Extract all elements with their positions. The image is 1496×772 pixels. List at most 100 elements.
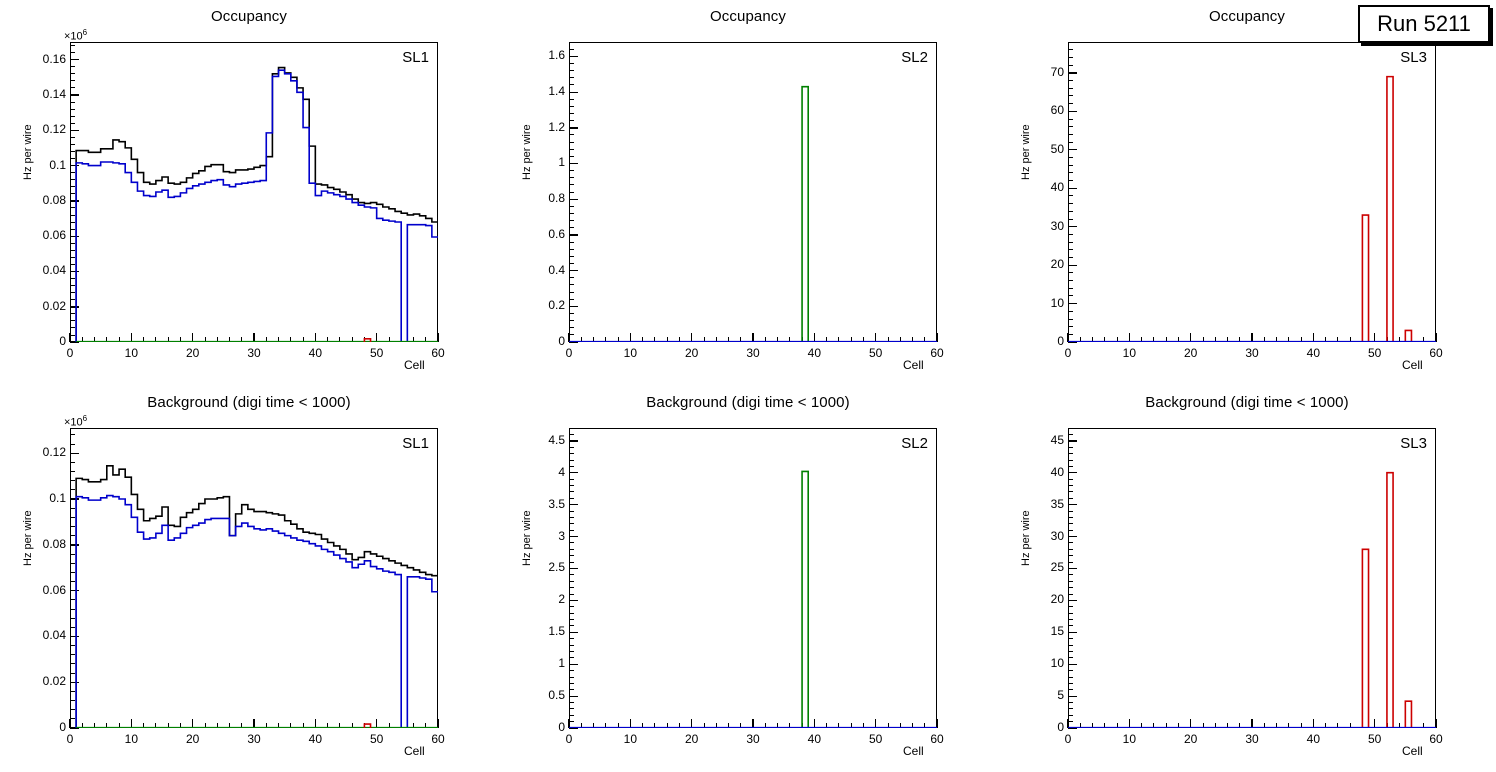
x-axis-title: Cell bbox=[903, 744, 924, 758]
x-tick-label: 20 bbox=[185, 732, 200, 746]
y-exponent: ×106 bbox=[64, 28, 88, 43]
x-tick-label: 50 bbox=[1367, 732, 1382, 746]
x-tick-label: 40 bbox=[807, 346, 821, 360]
y-tick-label: 0.1 bbox=[49, 490, 66, 505]
y-tick-label: 5 bbox=[1057, 688, 1064, 703]
panel-title: Background (digi time < 1000) bbox=[147, 394, 351, 411]
x-tick-label: 0 bbox=[1064, 346, 1072, 360]
y-tick-label: 0 bbox=[558, 720, 565, 734]
panel-bkg-sl3[interactable]: Background (digi time < 1000) Hz per wir… bbox=[998, 386, 1496, 772]
y-tick-label: 0.14 bbox=[42, 86, 66, 101]
y-axis-title: Hz per wire bbox=[521, 124, 533, 180]
x-tick-label: 0 bbox=[66, 732, 74, 746]
x-tick-label: 20 bbox=[1183, 346, 1198, 360]
panel-occ-sl2[interactable]: Occupancy Hz per wire SL2 0 0.2 0.4 0.6 0.8 1… bbox=[499, 0, 997, 386]
sl-annotation: SL1 bbox=[402, 435, 429, 452]
plot-frame: SL1 bbox=[70, 42, 438, 342]
panel-title: Background (digi time < 1000) bbox=[646, 394, 850, 411]
x-axis-title: Cell bbox=[1402, 358, 1423, 372]
x-tick-label: 20 bbox=[684, 346, 699, 360]
plot-frame: SL1 bbox=[70, 428, 438, 728]
x-tick-label: 20 bbox=[185, 346, 200, 360]
y-tick-label: 0.02 bbox=[42, 674, 66, 689]
y-axis-title: Hz per wire bbox=[1020, 124, 1032, 180]
sl-annotation: SL3 bbox=[1400, 49, 1427, 66]
y-tick-label: 35 bbox=[1050, 496, 1064, 511]
x-tick-label: 30 bbox=[1245, 732, 1259, 746]
x-tick-label: 50 bbox=[1367, 346, 1382, 360]
y-tick-label: 0.06 bbox=[42, 582, 66, 597]
y-tick-label: 0.16 bbox=[42, 51, 66, 66]
y-tick-label: 4.5 bbox=[548, 432, 565, 447]
y-exponent: ×106 bbox=[64, 414, 88, 429]
panel-title: Occupancy bbox=[1209, 8, 1285, 25]
plot-frame: SL2 bbox=[569, 428, 937, 728]
x-axis-title: Cell bbox=[404, 744, 425, 758]
y-tick-label: 2 bbox=[558, 592, 565, 607]
y-tick-label: 3.5 bbox=[548, 496, 565, 511]
y-tick-label: 0 bbox=[59, 334, 66, 348]
x-tick-label: 10 bbox=[623, 732, 637, 746]
y-tick-label: 0.06 bbox=[42, 228, 66, 243]
panel-bkg-sl2[interactable]: Background (digi time < 1000) Hz per wir… bbox=[499, 386, 997, 772]
x-tick-label: 30 bbox=[247, 346, 261, 360]
y-tick-label: 0 bbox=[1057, 720, 1064, 734]
panel-occ-sl3[interactable]: Occupancy Hz per wire SL3 0 10 20 30 40 50 60 7… bbox=[998, 0, 1496, 386]
y-tick-label: 0.4 bbox=[548, 262, 565, 277]
x-tick-label: 0 bbox=[66, 346, 74, 360]
y-tick-label: 0.04 bbox=[42, 263, 66, 278]
sl-annotation: SL1 bbox=[402, 49, 429, 66]
panel-title: Background (digi time < 1000) bbox=[1145, 394, 1349, 411]
x-axis-title: Cell bbox=[903, 358, 924, 372]
y-axis-title: Hz per wire bbox=[22, 510, 34, 566]
y-tick-label: 1.6 bbox=[548, 48, 565, 63]
x-tick-label: 30 bbox=[746, 346, 760, 360]
x-tick-label: 40 bbox=[308, 732, 322, 746]
x-tick-label: 40 bbox=[807, 732, 821, 746]
y-tick-label: 60 bbox=[1050, 103, 1064, 118]
x-tick-label: 40 bbox=[308, 346, 322, 360]
y-tick-label: 0.02 bbox=[42, 298, 66, 313]
plot-frame: SL2 bbox=[569, 42, 937, 342]
run-number-box: Run 5211 bbox=[1358, 5, 1490, 43]
y-tick-label: 0.12 bbox=[42, 445, 66, 460]
y-axis-title: Hz per wire bbox=[22, 124, 34, 180]
y-axis-title: Hz per wire bbox=[521, 510, 533, 566]
y-axis-title: Hz per wire bbox=[1020, 510, 1032, 566]
sl-annotation: SL2 bbox=[901, 435, 928, 452]
y-tick-label: 1.5 bbox=[548, 624, 565, 639]
x-tick-label: 30 bbox=[746, 732, 760, 746]
y-tick-label: 0 bbox=[1057, 334, 1064, 348]
y-tick-label: 20 bbox=[1050, 592, 1064, 607]
y-tick-label: 0.04 bbox=[42, 628, 66, 643]
x-tick-label: 0 bbox=[565, 346, 573, 360]
x-tick-label: 0 bbox=[1064, 732, 1072, 746]
x-tick-label: 10 bbox=[124, 346, 138, 360]
panel-title: Occupancy bbox=[710, 8, 786, 25]
y-tick-label: 70 bbox=[1050, 64, 1064, 79]
x-axis-title: Cell bbox=[1402, 744, 1423, 758]
y-tick-label: 4 bbox=[558, 464, 565, 479]
panel-title: Occupancy bbox=[211, 8, 287, 25]
y-tick-label: 0.6 bbox=[548, 226, 565, 241]
x-tick-label: 50 bbox=[868, 732, 883, 746]
y-tick-label: 1.4 bbox=[548, 84, 565, 98]
panel-bkg-sl1[interactable]: Background (digi time < 1000) ×106 Hz pe… bbox=[0, 386, 498, 772]
y-tick-label: 40 bbox=[1050, 464, 1064, 479]
y-tick-label: 0.8 bbox=[548, 191, 565, 206]
y-tick-label: 45 bbox=[1050, 432, 1064, 447]
run-number-label: Run 5211 bbox=[1377, 11, 1471, 36]
x-tick-label: 50 bbox=[369, 732, 384, 746]
y-tick-label: 1 bbox=[558, 656, 565, 671]
y-tick-label: 15 bbox=[1050, 624, 1064, 639]
y-tick-label: 0.2 bbox=[548, 298, 565, 313]
panel-occ-sl1[interactable]: Occupancy ×106 Hz per wire SL1 0 0.02 0.04… bbox=[0, 0, 498, 386]
x-axis-title: Cell bbox=[404, 358, 425, 372]
y-tick-label: 0.5 bbox=[548, 688, 565, 703]
x-tick-label: 50 bbox=[369, 346, 384, 360]
y-tick-label: 20 bbox=[1050, 257, 1064, 272]
plot-frame: SL3 bbox=[1068, 42, 1436, 342]
sl-annotation: SL2 bbox=[901, 49, 928, 66]
x-tick-label: 20 bbox=[1183, 732, 1198, 746]
